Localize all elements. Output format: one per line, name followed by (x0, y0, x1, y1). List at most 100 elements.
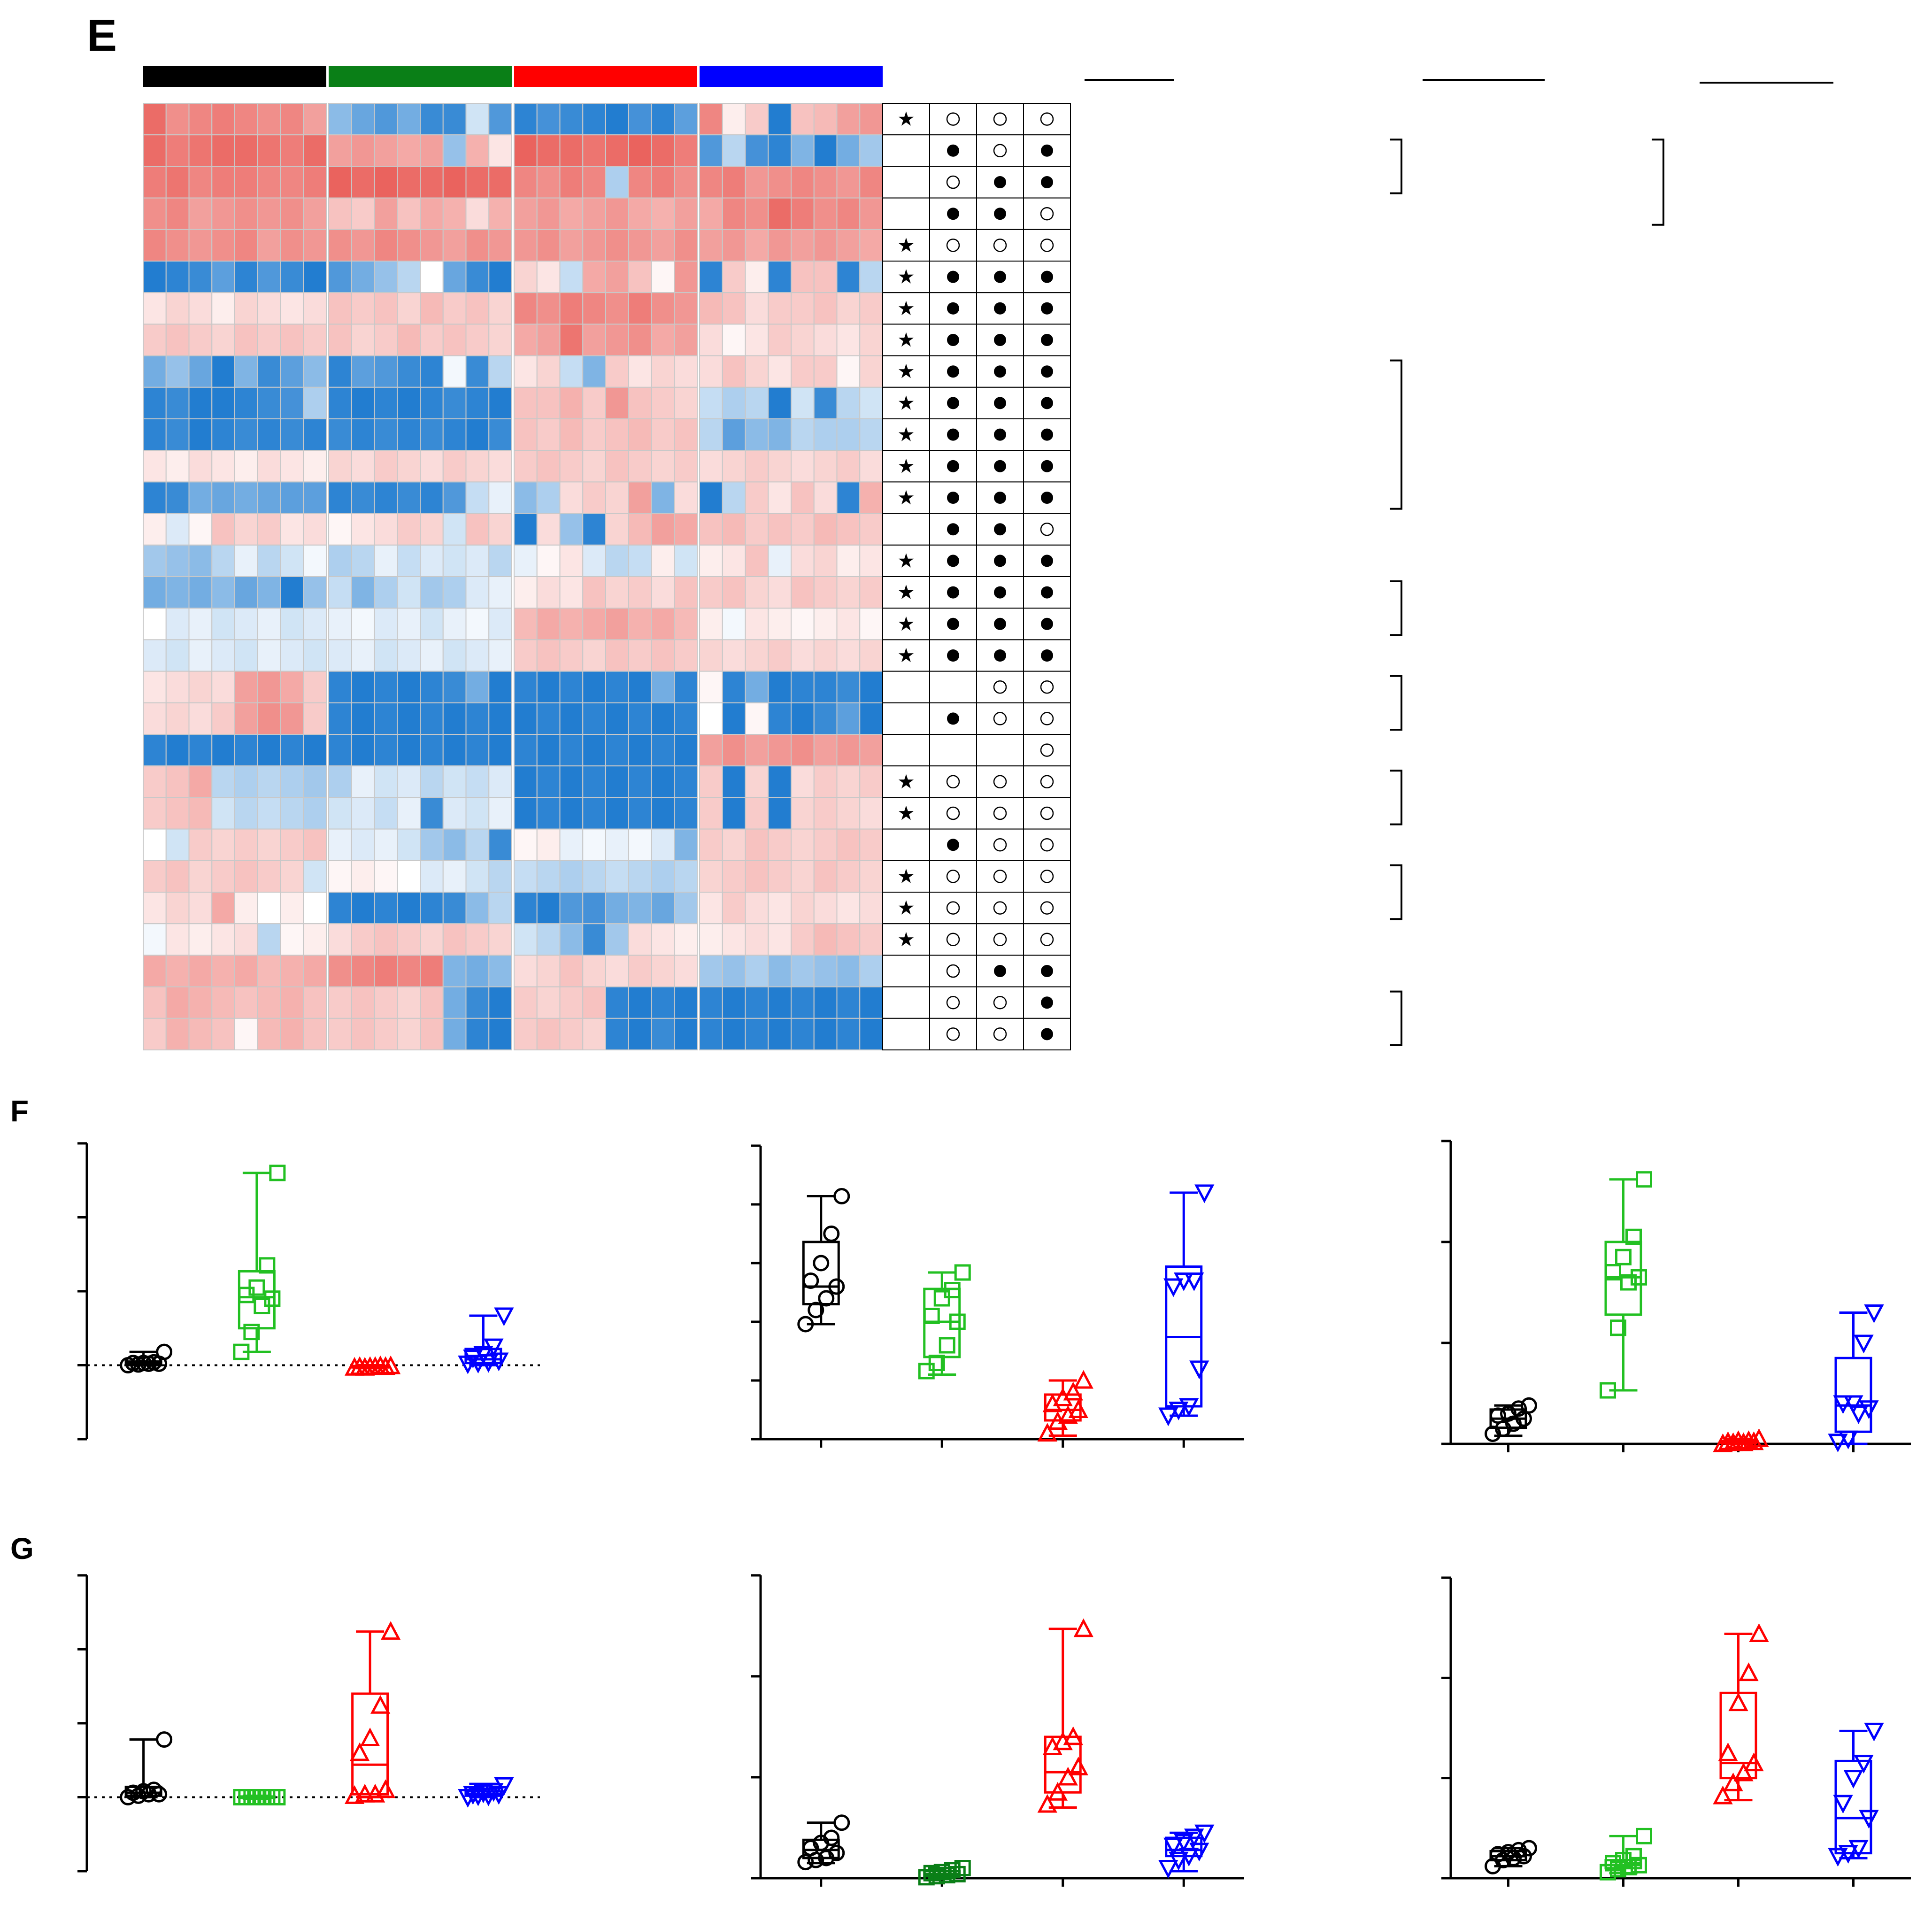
heatmap-cell (536, 1018, 561, 1051)
heatmap-cell (859, 450, 883, 483)
data-point (1174, 1272, 1194, 1291)
heatmap-cell (465, 513, 490, 546)
heatmap-cell (420, 386, 444, 419)
heatmap-cell (211, 103, 235, 136)
filled-marker-dot (1041, 428, 1053, 441)
heatmap-cell (143, 892, 167, 925)
data-point (125, 1784, 142, 1801)
heatmap-cell (234, 923, 258, 956)
heatmap-cell (605, 828, 629, 861)
heatmap-cell (374, 671, 398, 703)
heatmap-cell (280, 292, 304, 325)
heatmap-cell (791, 386, 815, 419)
heatmap-cell (628, 734, 652, 767)
heatmap-cell (722, 197, 746, 230)
heatmap-cell (674, 702, 698, 735)
heatmap-cell (165, 892, 190, 925)
heatmap-cell (280, 892, 304, 925)
heatmap-cell (303, 450, 327, 483)
heatmap-cell (536, 513, 561, 546)
data-point (1605, 1264, 1621, 1280)
heatmap-cell (859, 418, 883, 451)
heatmap-cell (465, 671, 490, 703)
heatmap-cell (514, 671, 538, 703)
heatmap-cell (836, 639, 861, 672)
heatmap-cell (397, 134, 421, 167)
heatmap-cell (234, 576, 258, 609)
filled-marker-dot (1041, 176, 1053, 188)
heatmap-cell (374, 734, 398, 767)
heatmap-cell (328, 197, 352, 230)
heatmap-cell (651, 734, 675, 767)
heatmap-cell (859, 765, 883, 798)
open-marker-dot (993, 239, 1007, 252)
heatmap-cell (351, 986, 375, 1019)
heatmap-cell (722, 608, 746, 640)
filled-marker-dot (994, 523, 1006, 536)
data-point (349, 1742, 370, 1761)
heatmap-cell (768, 608, 792, 640)
filled-marker-dot (1041, 460, 1053, 472)
heatmap-cell (813, 1018, 838, 1051)
heatmap-cell (582, 923, 606, 956)
heatmap-cell (211, 450, 235, 483)
significance-star: ★ (897, 360, 915, 382)
heatmap-cell (791, 513, 815, 546)
heatmap-cell (351, 955, 375, 987)
data-point (248, 1789, 265, 1805)
open-marker-dot (946, 964, 960, 978)
heatmap-cell (859, 828, 883, 861)
heatmap-cell (257, 355, 281, 388)
data-point (1037, 1794, 1057, 1813)
heatmap-cell (165, 986, 190, 1019)
significance-star: ★ (897, 613, 915, 635)
heatmap-cell (536, 292, 561, 325)
data-point (125, 1355, 142, 1372)
data-point (928, 1868, 945, 1885)
filled-marker-dot (947, 428, 959, 441)
heatmap-cell (628, 671, 652, 703)
heatmap-cell (836, 734, 861, 767)
data-point (494, 1307, 514, 1326)
significance-cell (882, 955, 930, 987)
heatmap-cell (257, 324, 281, 356)
heatmap-cell (211, 892, 235, 925)
heatmap-cell (397, 828, 421, 861)
data-point (1163, 1278, 1184, 1297)
open-marker-dot (946, 933, 960, 947)
heatmap-cell (559, 197, 584, 230)
heatmap-cell (559, 671, 584, 703)
heatmap-cell (768, 481, 792, 514)
heatmap-cell (143, 734, 167, 767)
significance-star: ★ (897, 771, 915, 793)
heatmap-cell (791, 702, 815, 735)
heatmap-cell (234, 166, 258, 199)
heatmap-cell (628, 450, 652, 483)
heatmap-cell (674, 639, 698, 672)
heatmap-cell (582, 481, 606, 514)
heatmap-cell (745, 513, 769, 546)
heatmap-cell (303, 892, 327, 925)
heatmap-cell (836, 355, 861, 388)
heatmap-cell (768, 955, 792, 987)
filled-marker-dot (947, 334, 959, 346)
panel-label-e: E (87, 10, 117, 61)
heatmap-cell (745, 386, 769, 419)
heatmap-cell (188, 955, 213, 987)
heatmap-cell (420, 229, 444, 262)
heatmap-cell (465, 608, 490, 640)
heatmap-cell (699, 860, 723, 893)
heatmap-cell (536, 671, 561, 703)
heatmap-cell (188, 671, 213, 703)
heatmap-cell (257, 450, 281, 483)
marker-cell (1023, 513, 1071, 546)
heatmap-cell (397, 986, 421, 1019)
heatmap-cell (211, 134, 235, 167)
heatmap-cell (674, 134, 698, 167)
heatmap-cell (768, 797, 792, 830)
heatmap-cell (488, 892, 512, 925)
heatmap-cell (699, 639, 723, 672)
heatmap-cell (280, 229, 304, 262)
heatmap-cell (836, 481, 861, 514)
heatmap-cell (257, 197, 281, 230)
